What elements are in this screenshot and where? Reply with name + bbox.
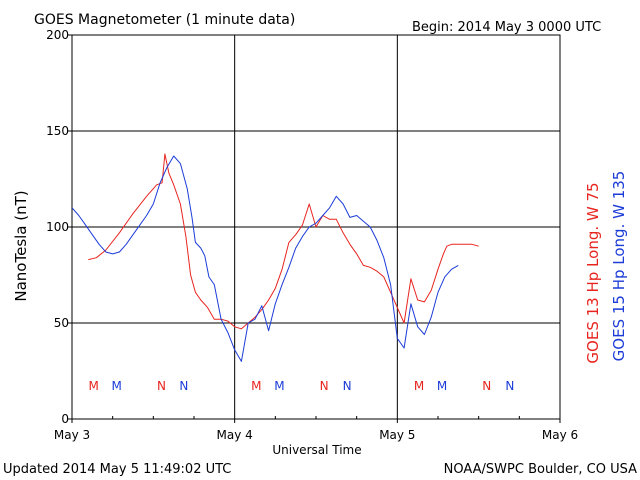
marker-m: M <box>437 379 447 393</box>
series-line-goes15 <box>71 155 459 362</box>
legend-goes13: GOES 13 Hp Long. W 75 <box>584 182 602 363</box>
series-line-goes13 <box>88 153 479 330</box>
marker-n: N <box>482 379 491 393</box>
x-axis-label: Universal Time <box>272 443 361 457</box>
marker-n: N <box>157 379 166 393</box>
marker-n: N <box>320 379 329 393</box>
tick-layer: 0 50 100 150 200 May 3 May 4 May 5 May 6 <box>46 28 578 442</box>
y-axis-label: NanoTesla (nT) <box>12 190 30 301</box>
marker-m: M <box>251 379 261 393</box>
marker-n: N <box>343 379 352 393</box>
y-tick-label: 50 <box>54 316 69 330</box>
marker-n: N <box>179 379 188 393</box>
y-tick-label: 150 <box>46 124 69 138</box>
credit-text: NOAA/SWPC Boulder, CO USA <box>444 462 637 477</box>
x-tick-label: May 5 <box>379 428 415 442</box>
series-layer <box>71 153 479 362</box>
y-tick-label: 100 <box>46 220 69 234</box>
begin-time: Begin: 2014 May 3 0000 UTC <box>412 20 601 35</box>
marker-m: M <box>89 379 99 393</box>
legend-goes15: GOES 15 Hp Long. W 135 <box>610 171 628 362</box>
x-tick-label: May 6 <box>542 428 578 442</box>
marker-m: M <box>112 379 122 393</box>
y-tick-label: 0 <box>61 412 69 426</box>
updated-time: Updated 2014 May 5 11:49:02 UTC <box>3 462 231 477</box>
marker-m: M <box>274 379 284 393</box>
marker-n: N <box>505 379 514 393</box>
x-tick-label: May 4 <box>217 428 253 442</box>
y-tick-label: 200 <box>46 28 69 42</box>
marker-m: M <box>414 379 424 393</box>
x-tick-label: May 3 <box>54 428 90 442</box>
grid-lines <box>72 35 560 419</box>
chart-title: GOES Magnetometer (1 minute data) <box>34 12 295 28</box>
